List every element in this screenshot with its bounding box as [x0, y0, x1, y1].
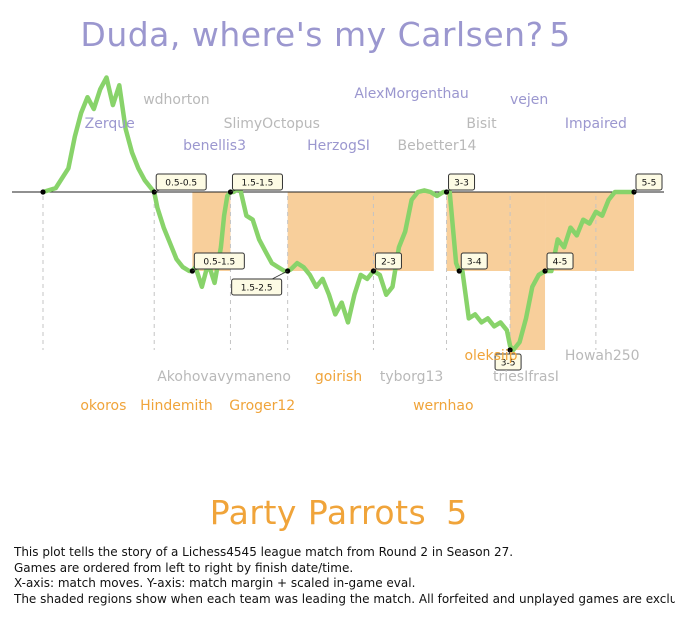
margin-label-box: [193, 252, 245, 270]
margin-label-text: 5-5: [642, 179, 657, 189]
caption-line-2: Games are ordered from left to right by …: [14, 560, 354, 575]
margin-label-text: 3-4: [467, 258, 482, 268]
margin-label-text: 3-3: [454, 179, 469, 189]
top-player-3: SlimyOctopus: [224, 116, 320, 132]
margin-label-text: 1.5-2.5: [241, 284, 273, 294]
game-boundary-lines: [42, 196, 597, 350]
margin-label-box: [460, 252, 488, 270]
bottom-player-9: wernhao: [413, 398, 473, 414]
bottom-team-title: Party Parrots 5: [210, 493, 468, 532]
margin-label-9: 4-5: [544, 252, 574, 272]
margin-dot-0: [40, 189, 46, 195]
margin-markers: 0.5-0.5 0.5-1.5 1.5-1.5 1.5-2.5 2-3 3-3 3-4 3-5…: [40, 173, 663, 371]
bottom-player-4: tyborg13: [380, 369, 443, 385]
margin-label-6: 3-3: [446, 173, 476, 193]
margin-label-1: 0.5-0.5: [154, 173, 207, 193]
top-player-1: wdhorton: [143, 92, 209, 108]
eval-series: [40, 75, 637, 353]
bottom-player-3: goirish: [315, 369, 362, 385]
margin-label-7: 3-4: [459, 252, 488, 272]
margin-label-box: [374, 252, 402, 270]
chart-caption: This plot tells the story of a Lichess45…: [14, 545, 675, 607]
margin-label-box: [231, 278, 283, 296]
top-player-0: Zerque: [85, 116, 135, 132]
margin-label-box: [448, 173, 476, 191]
margin-label-text: 0.5-1.5: [203, 258, 235, 268]
bottom-player-0: oleksiip: [464, 348, 517, 364]
margin-label-box: [494, 353, 522, 371]
player-names: Zerque wdhorton benellis3 SlimyOctopus Herzo…: [80, 86, 639, 414]
match-chart: 0.5-0.5 0.5-1.5 1.5-1.5 1.5-2.5 2-3 3-3 3-4 3-5…: [12, 15, 664, 532]
margin-label-text: 4-5: [553, 258, 568, 268]
margin-label-3: 1.5-1.5: [230, 173, 283, 193]
margin-label-text: 2-3: [381, 258, 396, 268]
bottom-team-name: Party Parrots: [210, 493, 426, 532]
bottom-player-2: Akohovavymaneno: [157, 369, 291, 385]
bottom-player-7: Hindemith: [140, 398, 213, 414]
bottom-team-score: 5: [446, 493, 468, 532]
margin-label-5: 2-3: [373, 252, 402, 272]
bottom-player-6: okoros: [80, 398, 126, 414]
shaded-lead-regions: [192, 192, 634, 350]
margin-label-2: 0.5-1.5: [192, 252, 245, 272]
top-team-name: Duda, where's my Carlsen?: [80, 15, 543, 54]
top-player-4: HerzogSI: [307, 138, 370, 154]
top-team-title: Duda, where's my Carlsen? 5: [80, 15, 570, 54]
top-player-5: AlexMorgenthau: [354, 86, 468, 102]
margin-label-text: 1.5-1.5: [242, 179, 274, 189]
margin-label-text: 0.5-0.5: [165, 179, 197, 189]
eval-line-0: [40, 75, 637, 353]
top-player-8: vejen: [510, 92, 548, 108]
shaded-region-3: [510, 192, 546, 350]
caption-line-3: X-axis: match moves. Y-axis: match margi…: [14, 576, 416, 590]
margin-dot-1: [151, 189, 157, 195]
bottom-player-1: Howah250: [565, 348, 640, 364]
margin-label-4: 1.5-2.5: [231, 270, 288, 296]
top-player-6: Bebetter14: [398, 138, 477, 154]
margin-label-8: 3-5: [494, 349, 522, 371]
margin-label-box: [546, 252, 574, 270]
top-team-score: 5: [549, 15, 571, 54]
bottom-player-8: Groger12: [229, 398, 295, 414]
margin-label-box: [155, 173, 207, 191]
margin-label-box: [231, 173, 283, 191]
bottom-player-5: triesIfrasI: [493, 369, 559, 385]
top-player-2: benellis3: [183, 138, 246, 154]
margin-label-10: 5-5: [633, 173, 663, 193]
top-player-9: Impaired: [565, 116, 627, 132]
margin-label-text: 3-5: [501, 359, 516, 369]
top-player-7: Bisit: [466, 116, 497, 132]
caption-line-4: The shaded regions show when each team w…: [14, 591, 675, 606]
caption-line-1: This plot tells the story of a Lichess45…: [14, 545, 514, 559]
margin-label-box: [635, 173, 663, 191]
